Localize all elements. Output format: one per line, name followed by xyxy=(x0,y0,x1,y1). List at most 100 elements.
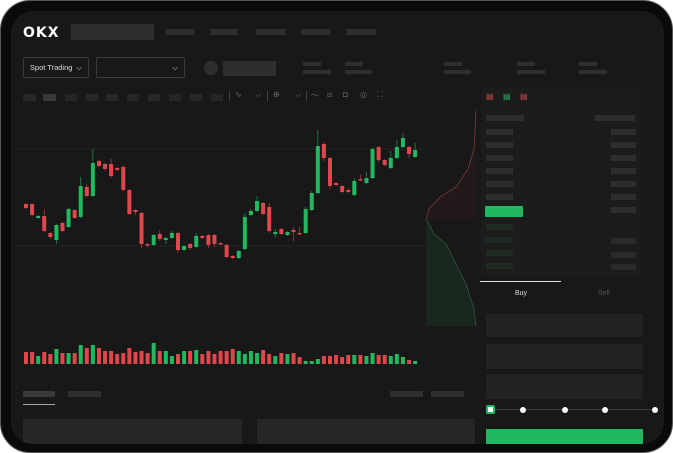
pair-selector[interactable]: ⌵ xyxy=(96,57,185,78)
ask-depth-area xyxy=(426,111,476,219)
timeframe-button[interactable] xyxy=(23,94,36,101)
volume-bar xyxy=(139,351,144,364)
tab-sell[interactable]: Sell xyxy=(598,290,610,297)
tab-order-history[interactable] xyxy=(68,391,101,397)
tab-open-orders[interactable] xyxy=(23,391,55,397)
volume-bar xyxy=(388,356,393,364)
volume-bar xyxy=(24,352,28,364)
candle xyxy=(200,235,205,239)
timeframe-button-active[interactable] xyxy=(43,94,56,101)
buy-button[interactable] xyxy=(486,429,643,444)
candle xyxy=(169,231,174,239)
candle-body xyxy=(334,183,339,185)
volume-bar xyxy=(346,355,351,364)
candle-body xyxy=(103,164,108,169)
volume-bar xyxy=(413,361,418,364)
volume-bar xyxy=(78,345,83,364)
candle xyxy=(400,133,405,148)
slider-step-75[interactable] xyxy=(602,407,608,413)
volume-bar xyxy=(382,355,387,364)
timeframe-button[interactable] xyxy=(86,94,98,101)
price-input[interactable] xyxy=(486,314,643,337)
spot-trading-dropdown[interactable]: Spot Trading ⌵ xyxy=(23,57,89,78)
depth-chart xyxy=(426,110,477,326)
drawing-dropdown-icon[interactable]: ⌵ xyxy=(295,90,302,99)
candle xyxy=(109,159,114,178)
candle xyxy=(60,222,65,232)
nav-item[interactable] xyxy=(346,29,376,35)
volume-bar xyxy=(206,351,211,364)
timeframe-button[interactable] xyxy=(127,94,139,101)
slider-step-25[interactable] xyxy=(520,407,526,413)
candle-body xyxy=(66,209,71,227)
slider-handle[interactable] xyxy=(486,405,495,414)
nav-item[interactable] xyxy=(301,29,330,35)
settings-icon[interactable]: ◎ xyxy=(360,90,367,99)
timeframe-button[interactable] xyxy=(211,94,223,101)
tab-buy[interactable]: Buy xyxy=(515,290,528,297)
stat-value xyxy=(303,70,331,74)
bid-depth-line xyxy=(426,218,477,326)
trading-screen: OKX Spot Trading ⌵ ⌵ ∿ ⌵ ⊕ ⌵ 〜 ⧄ ◘ ◎ ⛶ xyxy=(11,11,664,444)
line-icon[interactable]: 〜 xyxy=(311,91,319,100)
candle-body xyxy=(151,235,156,245)
candlestick-chart[interactable] xyxy=(16,109,426,369)
indicator-dropdown-icon[interactable]: ⌵ xyxy=(255,90,262,99)
candle-body xyxy=(413,150,418,157)
candle xyxy=(376,146,381,162)
candle-body xyxy=(145,244,150,246)
timeframe-button[interactable] xyxy=(65,94,77,101)
nav-item[interactable] xyxy=(256,29,286,35)
timeframe-button[interactable] xyxy=(148,94,160,101)
candle-body xyxy=(328,158,332,186)
candle xyxy=(303,207,308,234)
timeframe-button[interactable] xyxy=(106,94,118,101)
indicator-icon[interactable]: ∿ xyxy=(235,90,242,99)
bid-price xyxy=(486,263,513,269)
candle xyxy=(121,165,126,191)
asks-only-icon[interactable]: ▤ xyxy=(520,92,528,101)
candle xyxy=(340,185,345,193)
ask-amount xyxy=(611,142,636,148)
drawing-icon[interactable]: ⊕ xyxy=(273,90,280,99)
search-bar[interactable] xyxy=(71,24,154,40)
candle xyxy=(358,175,363,181)
amount-input[interactable] xyxy=(486,344,643,369)
candle-body xyxy=(139,213,144,244)
nav-item[interactable] xyxy=(210,29,238,35)
filter-button[interactable] xyxy=(431,391,464,397)
volume-bar xyxy=(279,353,284,364)
candle xyxy=(127,189,132,215)
timeframe-button[interactable] xyxy=(190,94,202,101)
fullscreen-icon[interactable]: ⛶ xyxy=(377,90,383,99)
volume-bar xyxy=(285,354,290,364)
volume-bar xyxy=(96,348,101,364)
candle xyxy=(315,130,320,194)
candle-body xyxy=(364,178,369,183)
candle xyxy=(163,237,168,244)
candle xyxy=(248,209,253,216)
candle xyxy=(218,242,223,245)
stat-value xyxy=(345,70,372,74)
volume-bar xyxy=(200,354,205,364)
timeframe-button[interactable] xyxy=(169,94,181,101)
camera-icon[interactable]: ◘ xyxy=(343,90,348,99)
both-sides-icon[interactable]: ▤ xyxy=(486,92,494,101)
slider-step-100[interactable] xyxy=(652,407,658,413)
ruler-icon[interactable]: ⧄ xyxy=(327,90,333,99)
slider-step-50[interactable] xyxy=(562,407,568,413)
volume-bar xyxy=(334,355,339,364)
volume-bar xyxy=(212,354,217,364)
candle xyxy=(370,148,375,179)
total-input[interactable] xyxy=(486,374,643,399)
candle-body xyxy=(163,238,168,240)
nav-item[interactable] xyxy=(166,29,194,35)
filter-button[interactable] xyxy=(390,391,423,397)
bids-only-icon[interactable]: ▤ xyxy=(503,92,511,101)
candle xyxy=(54,224,59,244)
volume-bar xyxy=(72,353,77,364)
stat-value xyxy=(579,70,607,74)
candle xyxy=(291,227,296,241)
slider-track[interactable] xyxy=(490,409,658,410)
ask-price xyxy=(486,168,513,174)
